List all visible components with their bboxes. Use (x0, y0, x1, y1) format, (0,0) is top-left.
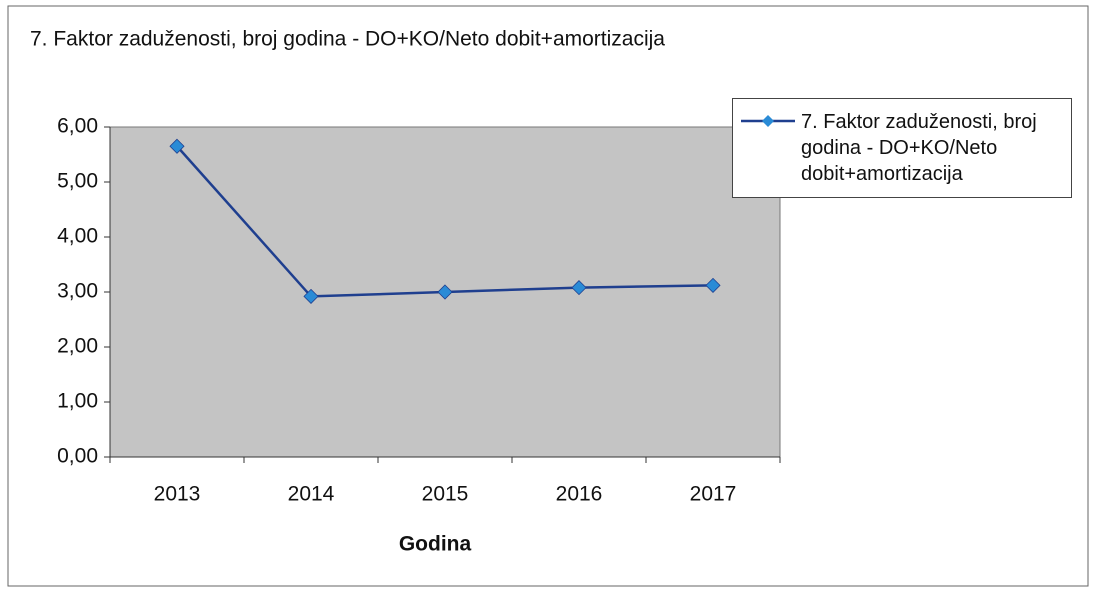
y-tick-label: 4,00 (57, 225, 98, 248)
y-tick-label: 6,00 (57, 115, 98, 138)
legend: 7. Faktor zaduženosti, broj godina - DO+… (732, 98, 1072, 198)
data-point (169, 138, 185, 154)
x-tick-label: 2014 (288, 483, 335, 506)
y-tick-label: 2,00 (57, 335, 98, 358)
data-point (571, 280, 587, 296)
y-tick-label: 3,00 (57, 280, 98, 303)
legend-swatch (741, 115, 795, 127)
x-tick-label: 2016 (556, 483, 603, 506)
legend-label: 7. Faktor zaduženosti, broj godina - DO+… (801, 111, 1037, 185)
x-tick-label: 2017 (690, 483, 737, 506)
chart-title: 7. Faktor zaduženosti, broj godina - DO+… (30, 28, 665, 51)
legend-marker (762, 115, 774, 127)
y-tick-label: 5,00 (57, 170, 98, 193)
x-axis-label: Godina (399, 533, 472, 556)
data-point (705, 277, 721, 293)
y-tick-label: 0,00 (57, 445, 98, 468)
data-point (437, 284, 453, 300)
y-tick-label: 1,00 (57, 390, 98, 413)
x-tick-label: 2015 (422, 483, 469, 506)
data-point (303, 288, 319, 304)
x-tick-label: 2013 (154, 483, 201, 506)
